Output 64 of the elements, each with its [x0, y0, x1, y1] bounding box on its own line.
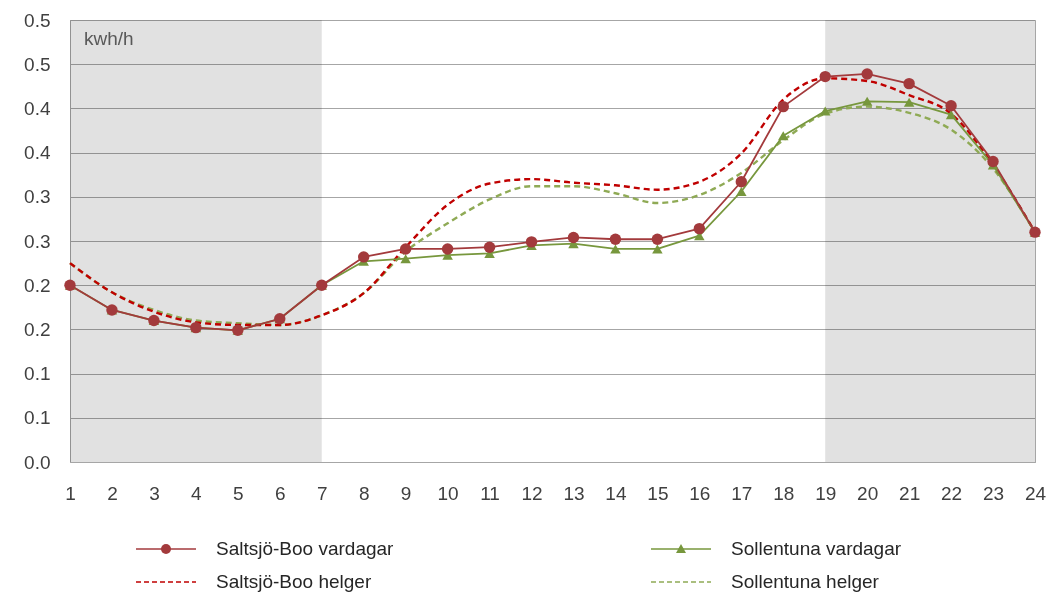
point [819, 106, 831, 116]
point [441, 243, 454, 255]
x-tick-label: 5 [233, 482, 244, 504]
point [651, 233, 664, 245]
x-tick-label: 8 [358, 482, 370, 504]
point [778, 131, 789, 141]
x-tick-label: 16 [689, 482, 711, 504]
x-tick-label: 15 [647, 482, 669, 504]
point [945, 100, 957, 112]
x-tick-label: 21 [899, 482, 921, 504]
point [736, 186, 747, 197]
point [903, 97, 915, 107]
y-tick-label: 0.2 [24, 318, 51, 340]
y-tick-label: 0.5 [24, 53, 51, 75]
x-tick-label: 7 [316, 482, 328, 504]
x-tick-label: 17 [731, 482, 753, 504]
point [609, 233, 622, 245]
x-tick-label: 3 [149, 482, 160, 504]
point [819, 70, 831, 83]
x-tick-label: 9 [400, 482, 412, 504]
y-tick-label: 0.3 [24, 230, 51, 252]
x-tick-label: 20 [857, 482, 879, 504]
point [861, 68, 873, 80]
point [987, 155, 999, 168]
point [903, 77, 915, 90]
x-tick-label: 24 [1024, 482, 1047, 504]
legend-label: Saltsjö-Boo vardagar [216, 538, 395, 559]
point [945, 110, 957, 120]
point [861, 96, 873, 106]
y-tick-label: 0.4 [24, 142, 51, 164]
x-tick-label: 23 [982, 482, 1005, 504]
x-tick-label: 18 [773, 482, 795, 504]
x-tick-label: 19 [815, 482, 837, 504]
point [483, 241, 496, 253]
x-tick-label: 11 [480, 482, 500, 504]
point [400, 254, 411, 264]
y-tick-label: 0.5 [24, 9, 51, 31]
y-tick-label: 0.4 [24, 97, 51, 119]
point [610, 244, 621, 254]
x-tick-label: 2 [107, 482, 118, 504]
y-axis-title: kwh/h [84, 28, 134, 49]
x-tick-label: 6 [274, 482, 286, 504]
legend-label: Sollentuna helger [731, 571, 880, 592]
y-tick-label: 0.1 [24, 363, 51, 385]
legend-label: Saltsjö-Boo helger [216, 571, 372, 592]
point [357, 251, 370, 263]
x-tick-label: 10 [437, 482, 459, 504]
point [777, 100, 789, 113]
point [399, 243, 412, 255]
y-tick-label: 0.2 [24, 274, 51, 296]
point [735, 176, 748, 188]
x-tick-label: 13 [563, 482, 585, 504]
y-tick-label: 0.1 [24, 407, 51, 429]
point [693, 222, 706, 235]
y-tick-label: 0.0 [24, 451, 51, 473]
x-tick-label: 1 [65, 482, 76, 504]
x-tick-label: 22 [941, 482, 963, 504]
x-tick-label: 12 [521, 482, 543, 504]
x-tick-label: 14 [605, 482, 627, 504]
y-tick-label: 0.3 [24, 186, 51, 208]
legend-label: Sollentuna vardagar [731, 538, 902, 559]
point [525, 236, 538, 248]
point [567, 231, 580, 244]
x-tick-label: 4 [191, 482, 203, 504]
